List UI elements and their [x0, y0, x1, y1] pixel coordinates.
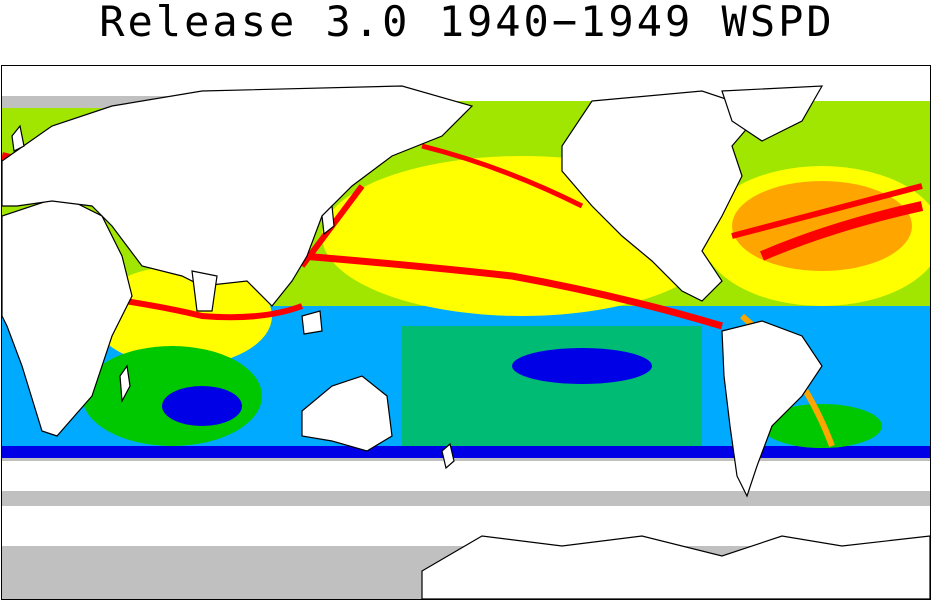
land-masses	[2, 85, 930, 599]
greenland	[721, 85, 824, 142]
southern-ocean-empty-band	[2, 461, 930, 491]
australia	[301, 375, 393, 452]
indian-ocean-high	[92, 266, 272, 366]
india	[191, 270, 218, 312]
uk	[11, 124, 25, 152]
antarctica	[421, 535, 930, 599]
map-title: Release 3.0 1940−1949 WSPD	[99, 0, 835, 46]
shipping-lane-north-atlantic	[731, 183, 923, 239]
shipping-lane-transpacific	[301, 252, 724, 330]
south-pacific-low	[512, 348, 652, 384]
south-pacific-shipping	[402, 326, 702, 446]
new-zealand	[441, 442, 455, 470]
world-coverage-map	[2, 66, 930, 599]
shipping-lane-indian-ocean	[91, 293, 304, 321]
south-america	[721, 320, 823, 498]
shipping-lane-north-pacific	[421, 143, 584, 209]
japan	[321, 204, 335, 236]
madagascar	[119, 364, 131, 404]
eurasia	[2, 85, 474, 307]
borneo	[301, 310, 323, 335]
shipping-lane-transatlantic	[760, 201, 924, 261]
indian-ocean-low	[162, 386, 242, 426]
southern-ocean-edge	[2, 446, 930, 458]
map-frame	[1, 65, 931, 600]
